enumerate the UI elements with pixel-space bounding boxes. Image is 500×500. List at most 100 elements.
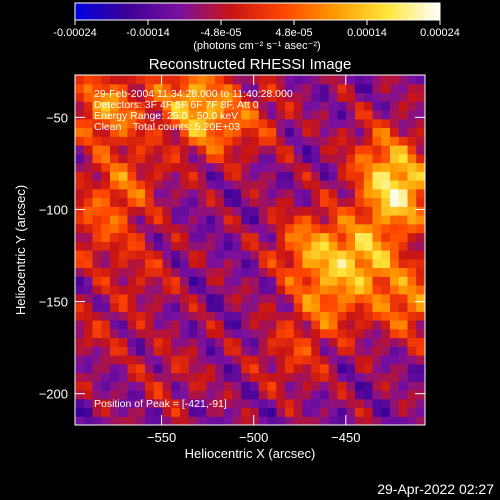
heatmap-cell — [215, 381, 225, 391]
heatmap-cell — [206, 293, 216, 304]
heatmap-cell — [337, 180, 347, 190]
heatmap-cell — [285, 416, 295, 425]
heatmap-cell — [215, 92, 225, 102]
heatmap-cell — [75, 232, 85, 242]
heatmap-cell — [250, 381, 260, 391]
heatmap-cell — [101, 293, 111, 304]
heatmap-cell — [407, 127, 417, 137]
heatmap-cell — [206, 153, 216, 164]
heatmap-cell — [215, 416, 225, 425]
heatmap-cell — [302, 197, 312, 207]
heatmap-cell — [232, 180, 242, 190]
heatmap-cell — [302, 223, 312, 234]
heatmap-cell — [127, 276, 137, 286]
heatmap-cell — [320, 320, 330, 330]
heatmap-cell — [293, 241, 304, 251]
heatmap-cell — [127, 101, 137, 111]
heatmap-cell — [337, 293, 347, 304]
heatmap-cell — [127, 145, 137, 155]
heatmap-cell — [188, 258, 199, 269]
heatmap-cell — [285, 337, 295, 347]
heatmap-cell — [346, 188, 356, 199]
heatmap-cell — [206, 127, 216, 137]
heatmap-cell — [118, 101, 129, 111]
heatmap-cell — [241, 363, 251, 374]
heatmap-cell — [398, 145, 409, 155]
heatmap-cell — [320, 241, 330, 251]
heatmap-cell — [145, 232, 155, 242]
heatmap-cell — [302, 276, 312, 286]
heatmap-cell — [75, 250, 85, 260]
heatmap-cell — [206, 110, 216, 120]
heatmap-cell — [162, 83, 172, 94]
heatmap-cell — [311, 355, 321, 365]
heatmap-cell — [180, 162, 190, 172]
heatmap-cell — [188, 83, 199, 94]
heatmap-cell — [346, 258, 356, 269]
heatmap-cell — [223, 101, 234, 111]
heatmap-cell — [328, 390, 339, 400]
heatmap-cell — [232, 92, 242, 102]
x-tick-label: −550 — [147, 430, 176, 445]
heatmap-cell — [320, 250, 330, 260]
heatmap-cell — [162, 232, 172, 242]
heatmap-cell — [328, 206, 339, 216]
heatmap-cell — [398, 355, 409, 365]
heatmap-cell — [250, 416, 260, 425]
heatmap-cell — [337, 276, 347, 286]
heatmap-cell — [390, 188, 400, 199]
heatmap-cell — [346, 302, 356, 312]
heatmap-cell — [241, 390, 251, 400]
heatmap-cell — [101, 83, 111, 94]
heatmap-cell — [180, 372, 190, 382]
heatmap-cell — [285, 223, 295, 234]
heatmap-cell — [118, 398, 129, 409]
heatmap-cell — [75, 153, 85, 164]
heatmap-cell — [171, 407, 181, 417]
heatmap-cell — [162, 118, 172, 129]
heatmap-cell — [293, 110, 304, 120]
heatmap-cell — [276, 118, 286, 129]
heatmap-cell — [188, 101, 199, 111]
heatmap-cell — [293, 390, 304, 400]
heatmap-cell — [223, 381, 234, 391]
heatmap-cell — [197, 110, 207, 120]
heatmap-cell — [293, 118, 304, 129]
heatmap-cell — [363, 381, 374, 391]
heatmap-cell — [145, 118, 155, 129]
heatmap-cell — [381, 110, 391, 120]
heatmap-cell — [416, 118, 425, 129]
heatmap-cell — [171, 302, 181, 312]
heatmap-cell — [320, 363, 330, 374]
heatmap-cell — [285, 145, 295, 155]
heatmap-cell — [328, 372, 339, 382]
heatmap-cell — [136, 398, 146, 409]
heatmap-cell — [206, 92, 216, 102]
heatmap-cell — [241, 381, 251, 391]
heatmap-cell — [92, 372, 102, 382]
heatmap-cell — [153, 110, 164, 120]
heatmap-cell — [337, 188, 347, 199]
heatmap-cell — [372, 346, 382, 356]
heatmap-cell — [407, 232, 417, 242]
heatmap-cell — [241, 337, 251, 347]
heatmap-cell — [180, 232, 190, 242]
heatmap-cell — [381, 372, 391, 382]
heatmap-cell — [92, 188, 102, 199]
heatmap-cell — [83, 110, 94, 120]
heatmap-cell — [188, 416, 199, 425]
heatmap-cell — [302, 311, 312, 321]
heatmap-cell — [355, 232, 365, 242]
heatmap-cell — [363, 197, 374, 207]
heatmap-cell — [267, 197, 277, 207]
heatmap-cell — [188, 180, 199, 190]
heatmap-cell — [346, 346, 356, 356]
heatmap-cell — [197, 276, 207, 286]
heatmap-cell — [311, 302, 321, 312]
heatmap-cell — [127, 337, 137, 347]
heatmap-cell — [407, 355, 417, 365]
heatmap-cell — [197, 328, 207, 339]
heatmap-cell — [407, 110, 417, 120]
heatmap-cell — [223, 188, 234, 199]
heatmap-cell — [372, 232, 382, 242]
